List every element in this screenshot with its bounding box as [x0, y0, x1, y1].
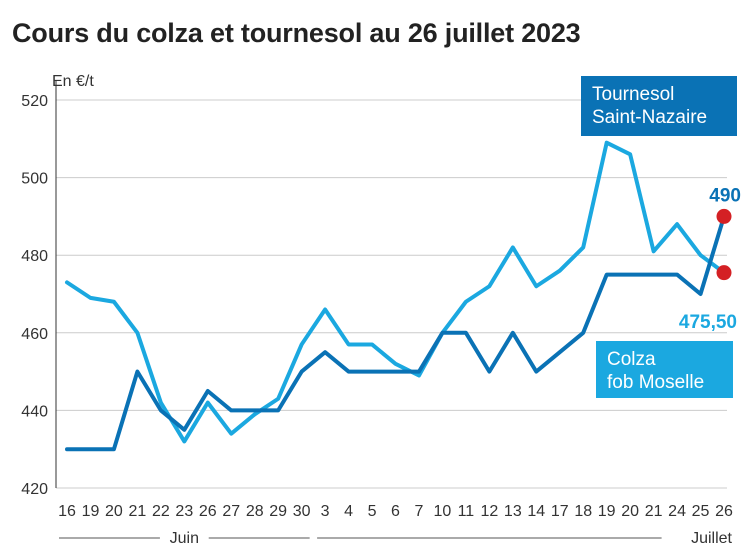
x-tick-label: 19	[598, 503, 616, 520]
y-tick-label: 420	[21, 481, 48, 498]
legend-box-background	[596, 341, 733, 398]
y-tick-label: 460	[21, 326, 48, 343]
x-tick-label: 4	[344, 503, 353, 520]
x-tick-label: 20	[105, 503, 123, 520]
legend-box-text: Saint-Nazaire	[592, 107, 707, 128]
x-tick-label: 19	[82, 503, 100, 520]
x-tick-label: 21	[645, 503, 663, 520]
x-tick-label: 3	[321, 503, 330, 520]
legend-box-text: Colza	[607, 349, 656, 370]
legend-box-text: fob Moselle	[607, 372, 704, 393]
x-tick-label: 20	[621, 503, 639, 520]
legend-box-background	[581, 76, 737, 136]
series-layer	[65, 140, 726, 452]
x-tick-label: 24	[668, 503, 686, 520]
series-line-tournesol	[65, 214, 726, 452]
x-tick-label: 16	[58, 503, 76, 520]
y-tick-label: 520	[21, 93, 48, 110]
x-tick-label: 21	[128, 503, 146, 520]
legend-box-text: Tournesol	[592, 84, 674, 105]
x-tick-label: 22	[152, 503, 170, 520]
series-line-colza	[65, 140, 726, 444]
y-axis-unit-label: En €/t	[52, 73, 94, 90]
x-tick-label: 17	[551, 503, 569, 520]
end-dot-tournesol	[716, 208, 732, 224]
end-value-label-colza: 475,50	[679, 312, 737, 333]
x-tick-label: 30	[293, 503, 311, 520]
y-tick-label: 500	[21, 171, 48, 188]
chart-title: Cours du colza et tournesol au 26 juille…	[12, 18, 581, 48]
x-tick-label: 26	[715, 503, 733, 520]
end-value-label-tournesol: 490	[709, 185, 741, 206]
x-tick-label: 10	[434, 503, 452, 520]
x-tick-label: 27	[222, 503, 240, 520]
x-tick-label: 13	[504, 503, 522, 520]
x-tick-label: 6	[391, 503, 400, 520]
x-tick-label: 26	[199, 503, 217, 520]
month-bracket: Juillet	[317, 530, 733, 547]
x-tick-label: 25	[692, 503, 710, 520]
x-tick-label: 28	[246, 503, 264, 520]
x-tick-label: 11	[458, 503, 475, 520]
y-tick-label: 440	[21, 403, 48, 420]
x-tick-label: 12	[480, 503, 498, 520]
y-tick-label: 480	[21, 248, 48, 265]
x-tick-label: 14	[527, 503, 545, 520]
x-tick-label: 29	[269, 503, 287, 520]
x-tick-label: 23	[175, 503, 193, 520]
x-tick-label: 5	[368, 503, 377, 520]
month-label: Juillet	[691, 530, 732, 547]
grid-layer	[56, 99, 727, 489]
x-tick-label: 7	[415, 503, 424, 520]
month-label: Juin	[170, 530, 199, 547]
x-tick-label: 18	[574, 503, 592, 520]
month-bracket: Juin	[59, 530, 310, 547]
end-dot-colza	[716, 265, 732, 281]
